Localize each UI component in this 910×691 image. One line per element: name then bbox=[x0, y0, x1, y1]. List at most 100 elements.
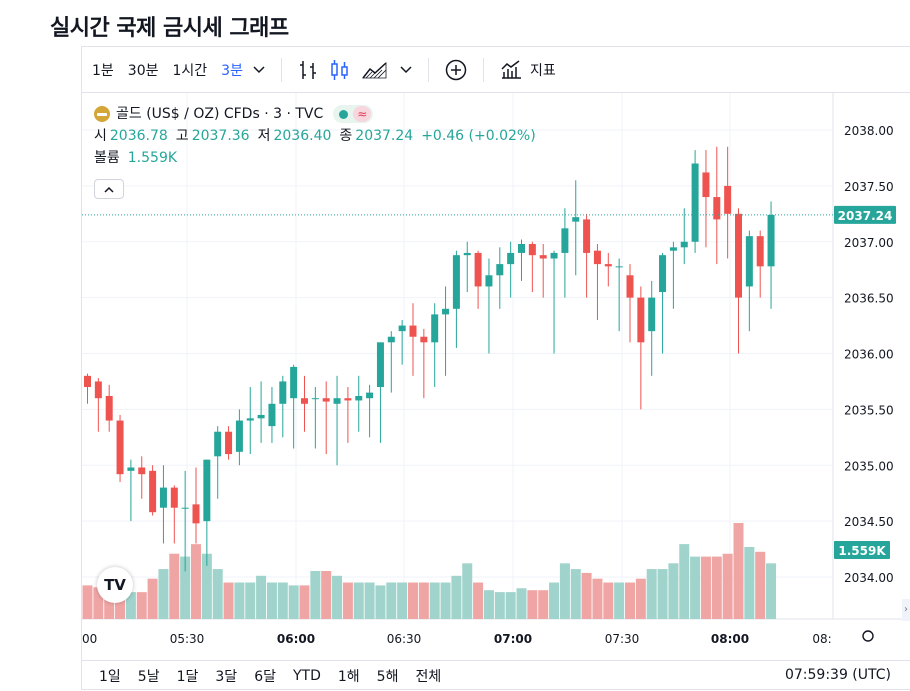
candlestick-chart[interactable]: 2038.00 2037.50 2037.00 2036.50 2036.00 2035.… bbox=[82, 93, 910, 660]
range-1m-button[interactable]: 1달 bbox=[176, 669, 199, 685]
volume-bar[interactable] bbox=[625, 582, 635, 619]
candle-body[interactable] bbox=[84, 375, 91, 388]
candle-body[interactable] bbox=[680, 241, 688, 248]
volume-bar[interactable] bbox=[223, 582, 234, 619]
candle-body[interactable] bbox=[344, 398, 352, 401]
candle-body[interactable] bbox=[225, 431, 233, 455]
candle-body[interactable] bbox=[235, 420, 243, 452]
volume-bar[interactable] bbox=[158, 569, 169, 619]
volume-bar[interactable] bbox=[668, 563, 679, 619]
candle-body[interactable] bbox=[702, 172, 710, 198]
candle-body[interactable] bbox=[246, 418, 254, 421]
volume-bar[interactable] bbox=[570, 569, 581, 619]
candle-body[interactable] bbox=[322, 398, 330, 402]
volume-bar[interactable] bbox=[429, 582, 440, 619]
candle-body[interactable] bbox=[745, 236, 753, 287]
candle-body[interactable] bbox=[170, 487, 178, 508]
candle-body[interactable] bbox=[127, 467, 135, 471]
candle-body[interactable] bbox=[604, 264, 612, 267]
volume-bar[interactable] bbox=[353, 582, 364, 619]
candle-body[interactable] bbox=[257, 414, 265, 419]
volume-bar[interactable] bbox=[277, 582, 288, 619]
volume-bar[interactable] bbox=[473, 582, 484, 619]
candle-body[interactable] bbox=[463, 252, 471, 256]
volume-bar[interactable] bbox=[679, 544, 690, 619]
candle-body[interactable] bbox=[376, 342, 384, 388]
volume-bar[interactable] bbox=[245, 582, 256, 619]
volume-bar[interactable] bbox=[82, 585, 93, 619]
candle-body[interactable] bbox=[214, 431, 222, 457]
candle-body[interactable] bbox=[452, 255, 460, 309]
candle-body[interactable] bbox=[572, 217, 580, 222]
candle-body[interactable] bbox=[659, 255, 667, 293]
candle-body[interactable] bbox=[756, 236, 764, 267]
compare-add-icon[interactable] bbox=[445, 59, 467, 81]
volume-bar[interactable] bbox=[93, 587, 104, 619]
candle-body[interactable] bbox=[669, 247, 677, 251]
volume-bar[interactable] bbox=[115, 590, 126, 619]
range-1d-button[interactable]: 1일 bbox=[99, 669, 121, 685]
candle-body[interactable] bbox=[583, 219, 591, 253]
symbol-name[interactable]: 골드 (US$ / OZ) CFDs · 3 · TVC bbox=[116, 106, 324, 122]
candle-body[interactable] bbox=[593, 250, 601, 265]
volume-bar[interactable] bbox=[505, 592, 516, 619]
volume-bar[interactable] bbox=[201, 553, 212, 619]
interval-30m-button[interactable]: 30분 bbox=[127, 62, 159, 79]
candle-body[interactable] bbox=[713, 197, 721, 220]
range-6m-button[interactable]: 6달 bbox=[254, 669, 276, 685]
range-5d-button[interactable]: 5날 bbox=[137, 669, 160, 685]
candle-body[interactable] bbox=[561, 228, 569, 253]
volume-bar[interactable] bbox=[288, 585, 299, 619]
candle-body[interactable] bbox=[105, 395, 113, 421]
candle-body[interactable] bbox=[539, 255, 547, 259]
candle-body[interactable] bbox=[116, 420, 124, 475]
area-chart-type-icon[interactable] bbox=[362, 60, 388, 80]
volume-bar[interactable] bbox=[538, 590, 549, 619]
volume-bar[interactable] bbox=[581, 572, 592, 619]
candle-body[interactable] bbox=[279, 381, 287, 404]
interval-3m-button[interactable]: 3분 bbox=[221, 62, 243, 79]
volume-bar[interactable] bbox=[375, 585, 386, 619]
candle-body[interactable] bbox=[311, 398, 319, 400]
candle-body[interactable] bbox=[159, 487, 167, 508]
volume-bar[interactable] bbox=[397, 582, 408, 619]
candle-body[interactable] bbox=[724, 185, 732, 214]
volume-bar[interactable] bbox=[527, 590, 538, 619]
candle-body[interactable] bbox=[301, 398, 308, 404]
volume-bar[interactable] bbox=[646, 569, 657, 619]
market-status-badge[interactable]: ≈ bbox=[333, 105, 374, 123]
volume-bar[interactable] bbox=[191, 544, 201, 619]
volume-bar[interactable] bbox=[755, 551, 766, 619]
candle-body[interactable] bbox=[626, 275, 634, 298]
candle-body[interactable] bbox=[615, 266, 623, 268]
candle-body[interactable] bbox=[637, 297, 645, 343]
volume-bar[interactable] bbox=[104, 590, 115, 619]
volume-bar[interactable] bbox=[657, 569, 668, 619]
candle-body[interactable] bbox=[192, 504, 200, 524]
volume-bar[interactable] bbox=[125, 592, 136, 619]
volume-bar[interactable] bbox=[700, 556, 711, 619]
candle-body[interactable] bbox=[387, 336, 395, 343]
collapse-legend-button[interactable] bbox=[94, 179, 124, 199]
volume-bar[interactable] bbox=[516, 588, 527, 619]
candle-body[interactable] bbox=[507, 252, 515, 265]
candle-body[interactable] bbox=[420, 336, 428, 343]
volume-bar[interactable] bbox=[408, 582, 418, 619]
volume-bar[interactable] bbox=[169, 553, 180, 619]
volume-bar[interactable] bbox=[212, 569, 223, 619]
scroll-right-icon[interactable]: › bbox=[902, 599, 910, 621]
candle-body[interactable] bbox=[485, 275, 493, 287]
candle-body[interactable] bbox=[518, 243, 525, 253]
range-1y-button[interactable]: 1해 bbox=[337, 669, 360, 685]
volume-bar[interactable] bbox=[440, 582, 451, 619]
volume-bar[interactable] bbox=[549, 582, 560, 619]
candle-body[interactable] bbox=[648, 297, 656, 332]
candle-body[interactable] bbox=[149, 470, 157, 513]
range-ytd-button[interactable]: YTD bbox=[292, 668, 321, 684]
range-5y-button[interactable]: 5해 bbox=[376, 669, 399, 685]
candle-body[interactable] bbox=[767, 214, 775, 267]
volume-bar[interactable] bbox=[635, 578, 646, 619]
candle-body[interactable] bbox=[268, 403, 276, 427]
volume-bar[interactable] bbox=[690, 556, 701, 619]
volume-bar[interactable] bbox=[321, 571, 332, 619]
